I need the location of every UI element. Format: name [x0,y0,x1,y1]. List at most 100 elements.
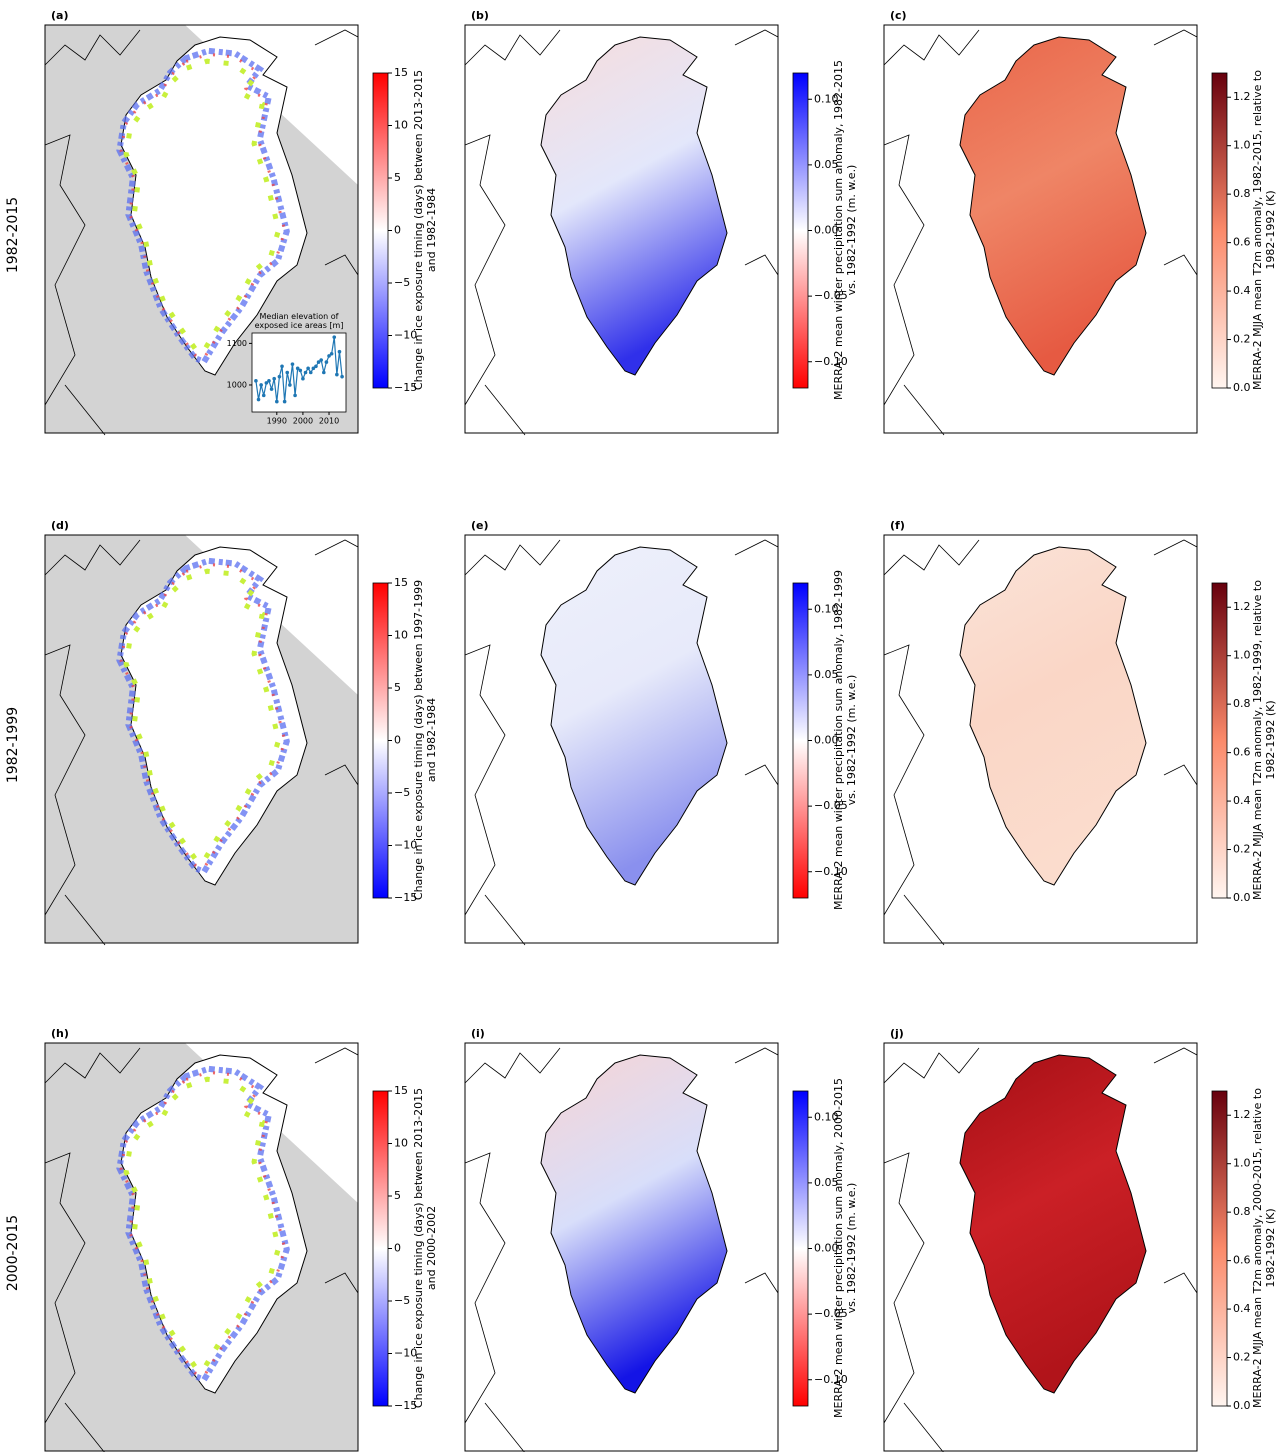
point [316,360,321,364]
colorbar-tick-label: −0.10 [814,865,848,878]
coastline [903,1402,944,1452]
panel-label: (i) [471,1027,485,1040]
map-panel: (e) [464,519,779,946]
colorbar-tick-label: 1.0 [1233,649,1251,662]
coastline [314,1047,359,1064]
map-panel: (f) [883,519,1198,946]
point [272,376,276,381]
coastline [324,764,359,786]
greenland [540,546,728,886]
point [319,358,323,362]
colorbar-tick-label: −0.10 [814,1373,848,1386]
point [301,376,305,381]
panel-label: (f) [890,519,905,532]
row-label: 1982-2015 [5,196,21,274]
point [259,383,263,387]
greenland [540,36,728,376]
point [322,370,326,375]
coastline [744,1272,779,1294]
colorbar-tick-label: 0.0 [1233,381,1251,394]
colorbar [372,582,389,899]
colorbar-tick-label: 0.10 [814,1110,839,1123]
colorbar-label: MERRA-2 mean winter precipitation sum an… [832,570,858,910]
colorbar-tick-label: −0.05 [814,1307,848,1320]
colorbar-label: Change in ice exposure timing (days) bet… [412,1087,438,1409]
colorbar-tick-label: 10 [394,1137,408,1150]
point [288,383,292,387]
colorbar-tick-label: 0.2 [1233,333,1251,346]
coastline [64,1402,105,1452]
coastline [1163,1272,1198,1294]
coastline [734,29,779,46]
colorbar-label: MERRA-2 mean winter precipitation sum an… [832,60,858,400]
point [332,335,337,339]
map-panel: (b) [464,9,779,436]
coastline [1163,764,1198,786]
sites [123,1076,282,1374]
colorbar-tick-label: 10 [394,119,408,132]
colorbar-tick-label: −0.05 [814,289,848,302]
colorbar-tick-label: 0.0 [1233,1399,1251,1412]
colorbar-tick-label: 0.8 [1233,187,1251,200]
colorbar-tick-label: 15 [394,1084,408,1097]
coastline [44,539,141,576]
colorbar-label: Change in ice exposure timing (days) bet… [412,579,438,901]
coastline [734,1047,779,1064]
colorbar-tick-label: 0.10 [814,92,839,105]
colorbar-tick-label: 0.00 [814,224,839,237]
colorbar-tick-label: 0.4 [1233,1302,1251,1315]
point [329,351,334,356]
coastline [44,29,141,66]
colorbar-label: MERRA-2 MJJA mean T2m anomaly, 1982-1999… [1251,580,1277,900]
coastline [464,539,561,576]
colorbar-label: MERRA-2 MJJA mean T2m anomaly, 1982-2015… [1251,70,1277,390]
row-label: 2000-2015 [5,1214,21,1292]
point [335,372,339,377]
colorbar-tick-label: 1.2 [1233,90,1251,103]
coastline [1153,1047,1198,1064]
point [290,362,295,366]
map-panel: (i) [464,1027,779,1452]
map-frame [464,24,779,434]
map-panel: (a) [44,9,359,436]
point [295,366,300,371]
coastline [484,1402,525,1452]
colorbar [792,1090,809,1407]
y-tick-label: 1000 [227,380,247,389]
colorbar-tick-label: 0.2 [1233,843,1251,856]
colorbar-tick-label: 1.0 [1233,1157,1251,1170]
coastline [64,384,106,436]
colorbar-tick-label: −0.10 [814,355,848,368]
point [264,381,269,385]
coastline [883,539,980,576]
panel-label: (b) [471,9,489,22]
colorbar-tick-label: −15 [394,381,417,394]
point [327,354,331,358]
map-panel: (c) [883,9,1198,436]
colorbar-tick-label: 0.4 [1233,794,1251,807]
x-tick-label: 2010 [319,417,339,426]
coastline [903,894,945,946]
coastline [464,1152,506,1424]
point [340,374,344,379]
colorbar-tick-label: 0.0 [1233,891,1251,904]
colorbar-tick-label: 0 [394,1242,401,1255]
coastline [903,384,945,436]
colorbar [792,582,809,899]
colorbar-tick-label: 0.8 [1233,697,1251,710]
coastline [883,1047,980,1084]
colorbar-tick-label: 5 [394,171,401,184]
coastline [1153,539,1198,556]
colorbar-tick-label: 0.05 [814,668,839,681]
coastline [883,134,925,406]
coastline [44,1047,141,1084]
map-frame [883,1042,1198,1452]
coastline [744,764,779,786]
map-frame [464,534,779,944]
greenland [959,1054,1147,1394]
coastline [64,894,106,946]
map-frame [883,534,1198,944]
colorbar-tick-label: 5 [394,1189,401,1202]
coastline [464,644,506,916]
